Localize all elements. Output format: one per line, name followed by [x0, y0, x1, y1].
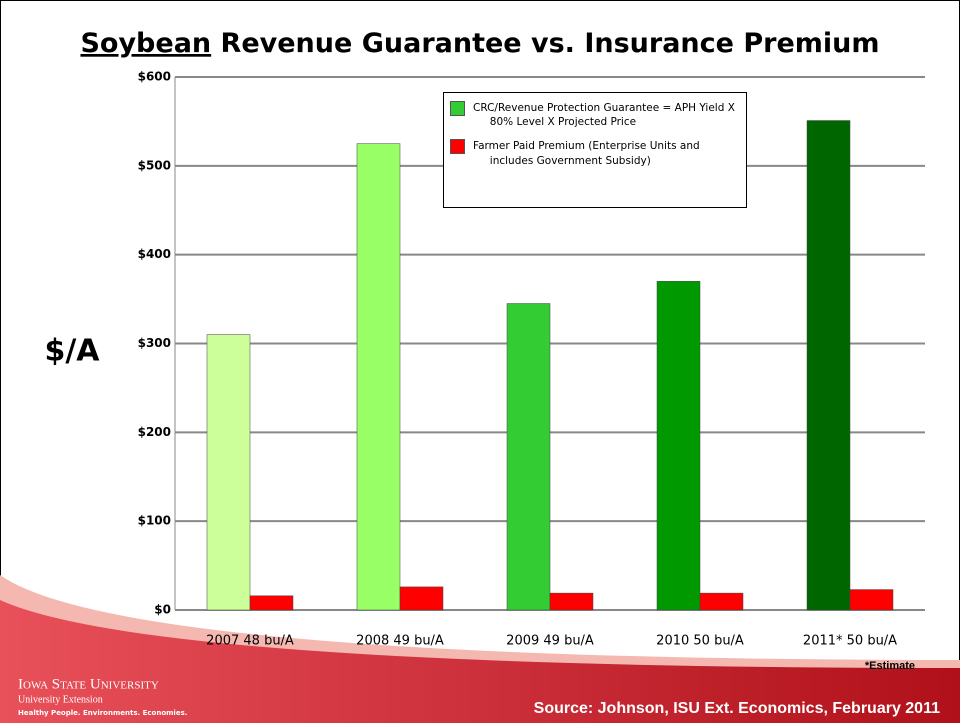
y-axis-label: $/A [44, 334, 100, 369]
title-emphasis: Soybean [80, 28, 211, 59]
legend-swatch [450, 101, 465, 116]
x-tick-label: 2010 50 bu/A [656, 634, 744, 649]
bar [356, 143, 401, 611]
unit: University Extension [18, 694, 103, 705]
x-tick-label: 2007 48 bu/A [206, 634, 294, 649]
bar [506, 303, 551, 611]
bar [549, 592, 594, 611]
y-tick-label: $300 [138, 336, 171, 350]
chart-title: Soybean Revenue Guarantee vs. Insurance … [80, 28, 879, 59]
bar [806, 120, 851, 611]
x-tick-label: 2008 49 bu/A [356, 634, 444, 649]
plot: $0 $100 $200 $300 $400 $500 $600 2007 48 bu/A 20… [138, 70, 925, 649]
legend-label: CRC/Revenue Protection Guarantee = APH Y… [473, 102, 735, 129]
legend-entry: Farmer Paid Premium (Enterprise Units an… [450, 139, 740, 167]
y-tick-label: $500 [138, 158, 171, 172]
x-tick-label: 2009 49 bu/A [506, 634, 594, 649]
legend-swatch [450, 139, 465, 155]
y-tick-label: $600 [138, 70, 171, 84]
legend-entry: CRC/Revenue Protection Guarantee = APH Y… [450, 101, 740, 129]
x-tick-label: 2011* 50 bu/A [803, 634, 897, 649]
note: *Estimate [865, 660, 915, 672]
bar [699, 592, 744, 611]
y-tick-label: $400 [138, 247, 171, 261]
bar [206, 334, 251, 611]
bar [399, 586, 444, 611]
legend: CRC/Revenue Protection Guarantee = APH Y… [443, 92, 747, 208]
bar [249, 595, 294, 611]
legend-label: Farmer Paid Premium (Enterprise Units an… [473, 140, 700, 167]
y-tick-label: $100 [138, 514, 171, 528]
university: Iowa State University [18, 676, 159, 692]
title-rest: Revenue Guarantee vs. Insurance Premium [221, 28, 880, 59]
y-tick-label: $0 [154, 603, 171, 617]
y-tick-label: $200 [138, 425, 171, 439]
source: Source: Johnson, ISU Ext. Economics, Feb… [534, 700, 940, 717]
bar [849, 589, 894, 611]
tagline: Healthy People. Environments. Economies. [18, 709, 187, 717]
bar [656, 281, 701, 611]
footer-band [0, 600, 960, 723]
